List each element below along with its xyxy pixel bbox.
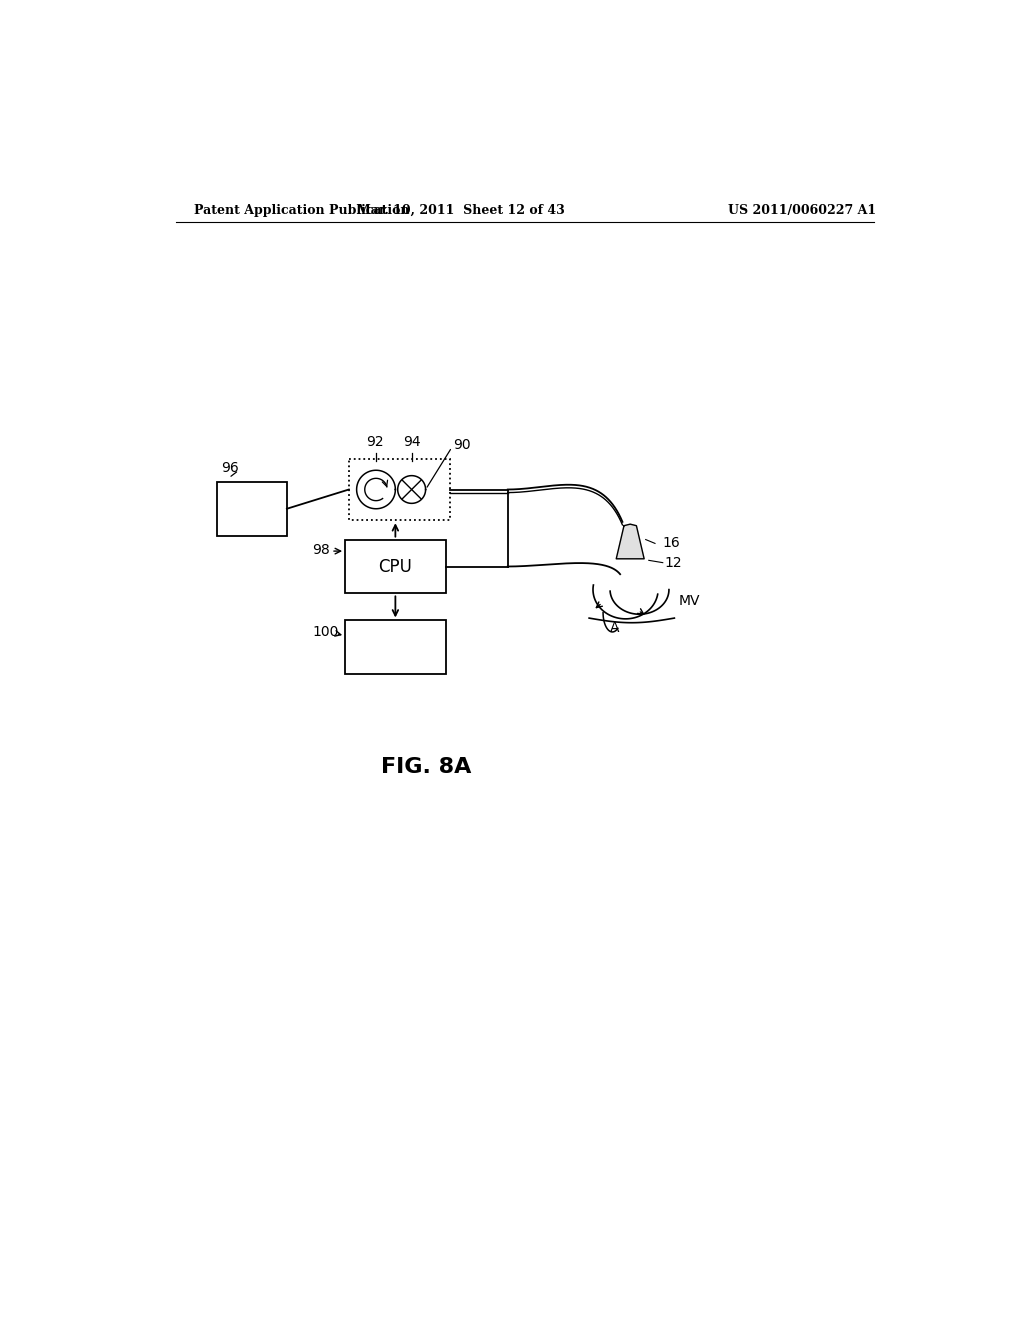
Text: 96: 96: [221, 461, 239, 475]
Bar: [345, 540, 445, 594]
Bar: [217, 482, 287, 536]
Text: Patent Application Publication: Patent Application Publication: [194, 205, 410, 218]
Text: 92: 92: [366, 436, 383, 449]
Text: 90: 90: [454, 438, 471, 451]
Polygon shape: [616, 524, 644, 558]
Text: US 2011/0060227 A1: US 2011/0060227 A1: [728, 205, 877, 218]
Text: FIG. 8A: FIG. 8A: [381, 756, 472, 776]
Text: 100: 100: [312, 624, 339, 639]
Text: A: A: [610, 622, 620, 635]
Text: 98: 98: [312, 543, 330, 557]
Text: 12: 12: [665, 556, 682, 570]
Text: MV: MV: [678, 594, 699, 609]
Bar: [345, 620, 445, 675]
Text: Mar. 10, 2011  Sheet 12 of 43: Mar. 10, 2011 Sheet 12 of 43: [357, 205, 565, 218]
Text: CPU: CPU: [379, 557, 413, 576]
Text: 16: 16: [663, 536, 681, 550]
Bar: [349, 459, 450, 520]
Text: 94: 94: [403, 436, 421, 449]
